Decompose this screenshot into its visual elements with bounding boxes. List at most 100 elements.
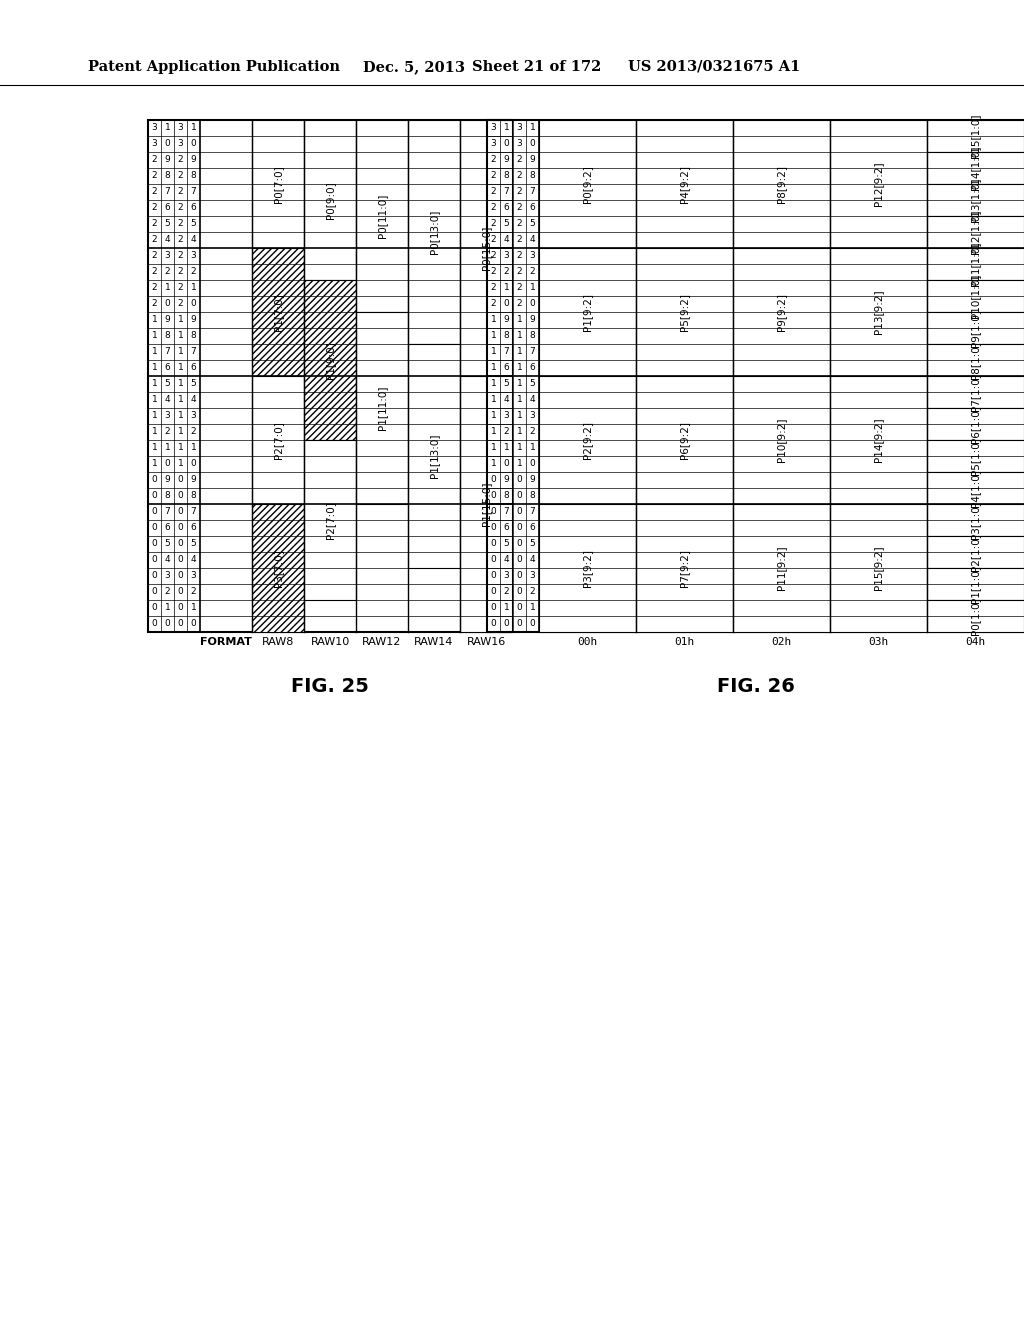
Text: 5: 5: [190, 219, 197, 228]
Text: 3: 3: [190, 252, 197, 260]
Text: P2[7:0]: P2[7:0]: [325, 502, 335, 539]
Bar: [733, 376, 830, 504]
Text: 0: 0: [177, 556, 183, 565]
Text: P1[1:0]: P1[1:0]: [971, 565, 981, 603]
Bar: [304, 280, 356, 440]
Text: Dec. 5, 2013: Dec. 5, 2013: [362, 59, 465, 74]
Text: 2: 2: [490, 235, 497, 244]
Bar: [356, 120, 408, 312]
Text: 8: 8: [190, 491, 197, 500]
Text: 2: 2: [490, 284, 497, 293]
Text: 1: 1: [517, 363, 522, 372]
Text: 03h: 03h: [868, 638, 889, 647]
Text: 7: 7: [165, 507, 170, 516]
Text: 1: 1: [177, 347, 183, 356]
Text: 2: 2: [178, 187, 183, 197]
Bar: [927, 568, 1024, 601]
Bar: [636, 504, 733, 632]
Text: P12[9:2]: P12[9:2]: [873, 161, 884, 206]
Text: 0: 0: [490, 507, 497, 516]
Bar: [460, 376, 512, 632]
Text: 0: 0: [504, 459, 509, 469]
Text: P9[1:0]: P9[1:0]: [971, 309, 981, 347]
Text: 4: 4: [165, 396, 170, 404]
Text: 9: 9: [190, 156, 197, 165]
Text: 0: 0: [504, 300, 509, 309]
Text: 2: 2: [178, 300, 183, 309]
Text: 5: 5: [190, 540, 197, 549]
Text: 6: 6: [165, 363, 170, 372]
Text: P1[13:0]: P1[13:0]: [429, 434, 439, 478]
Text: P4[1:0]: P4[1:0]: [971, 469, 981, 507]
Text: 0: 0: [152, 619, 158, 628]
Bar: [148, 120, 512, 632]
Text: P0[9:0]: P0[9:0]: [325, 181, 335, 219]
Bar: [356, 312, 408, 504]
Text: 04h: 04h: [966, 638, 986, 647]
Text: 2: 2: [152, 203, 158, 213]
Text: 0: 0: [177, 491, 183, 500]
Text: P1[15:0]: P1[15:0]: [481, 482, 490, 527]
Text: 4: 4: [190, 396, 197, 404]
Text: 2: 2: [529, 428, 536, 437]
Text: 6: 6: [529, 203, 536, 213]
Text: 1: 1: [490, 444, 497, 453]
Text: 2: 2: [529, 268, 536, 276]
Text: 0: 0: [152, 587, 158, 597]
Text: 8: 8: [165, 331, 170, 341]
Text: 1: 1: [504, 124, 509, 132]
Bar: [252, 248, 304, 376]
Text: 1: 1: [190, 124, 197, 132]
Text: 1: 1: [517, 396, 522, 404]
Text: 0: 0: [190, 459, 197, 469]
Text: 4: 4: [504, 235, 509, 244]
Text: 0: 0: [517, 524, 522, 532]
Bar: [487, 120, 1024, 632]
Text: 6: 6: [504, 363, 509, 372]
Text: 1: 1: [177, 315, 183, 325]
Text: 6: 6: [190, 203, 197, 213]
Text: 1: 1: [517, 459, 522, 469]
Text: 1: 1: [177, 428, 183, 437]
Text: 1: 1: [152, 444, 158, 453]
Text: 1: 1: [517, 444, 522, 453]
Text: 7: 7: [190, 187, 197, 197]
Text: P6[1:0]: P6[1:0]: [971, 405, 981, 444]
Text: US 2013/0321675 A1: US 2013/0321675 A1: [628, 59, 801, 74]
Text: 2: 2: [165, 428, 170, 437]
Text: 2: 2: [517, 172, 522, 181]
Text: 6: 6: [190, 524, 197, 532]
Text: 2: 2: [490, 172, 497, 181]
Text: 1: 1: [177, 363, 183, 372]
Bar: [636, 248, 733, 376]
Text: 1: 1: [490, 380, 497, 388]
Text: 01h: 01h: [675, 638, 694, 647]
Text: 2: 2: [178, 268, 183, 276]
Text: 4: 4: [529, 396, 536, 404]
Text: 1: 1: [177, 444, 183, 453]
Text: 1: 1: [177, 396, 183, 404]
Text: 2: 2: [165, 587, 170, 597]
Text: P15[1:0]: P15[1:0]: [971, 114, 981, 158]
Text: 8: 8: [504, 491, 509, 500]
Text: 3: 3: [504, 412, 509, 421]
Text: 7: 7: [529, 507, 536, 516]
Text: 0: 0: [517, 507, 522, 516]
Text: 0: 0: [177, 619, 183, 628]
Bar: [408, 120, 460, 345]
Text: 1: 1: [504, 284, 509, 293]
Text: 5: 5: [504, 540, 509, 549]
Text: 2: 2: [504, 587, 509, 597]
Text: 0: 0: [490, 475, 497, 484]
Text: 0: 0: [529, 459, 536, 469]
Text: 1: 1: [177, 380, 183, 388]
Text: 0: 0: [190, 619, 197, 628]
Text: 0: 0: [490, 619, 497, 628]
Text: 1: 1: [490, 363, 497, 372]
Text: 0: 0: [152, 507, 158, 516]
Text: Patent Application Publication: Patent Application Publication: [88, 59, 340, 74]
Text: P6[9:2]: P6[9:2]: [680, 421, 689, 459]
Text: 1: 1: [517, 412, 522, 421]
Text: P0[15:0]: P0[15:0]: [481, 226, 490, 271]
Text: 1: 1: [152, 363, 158, 372]
